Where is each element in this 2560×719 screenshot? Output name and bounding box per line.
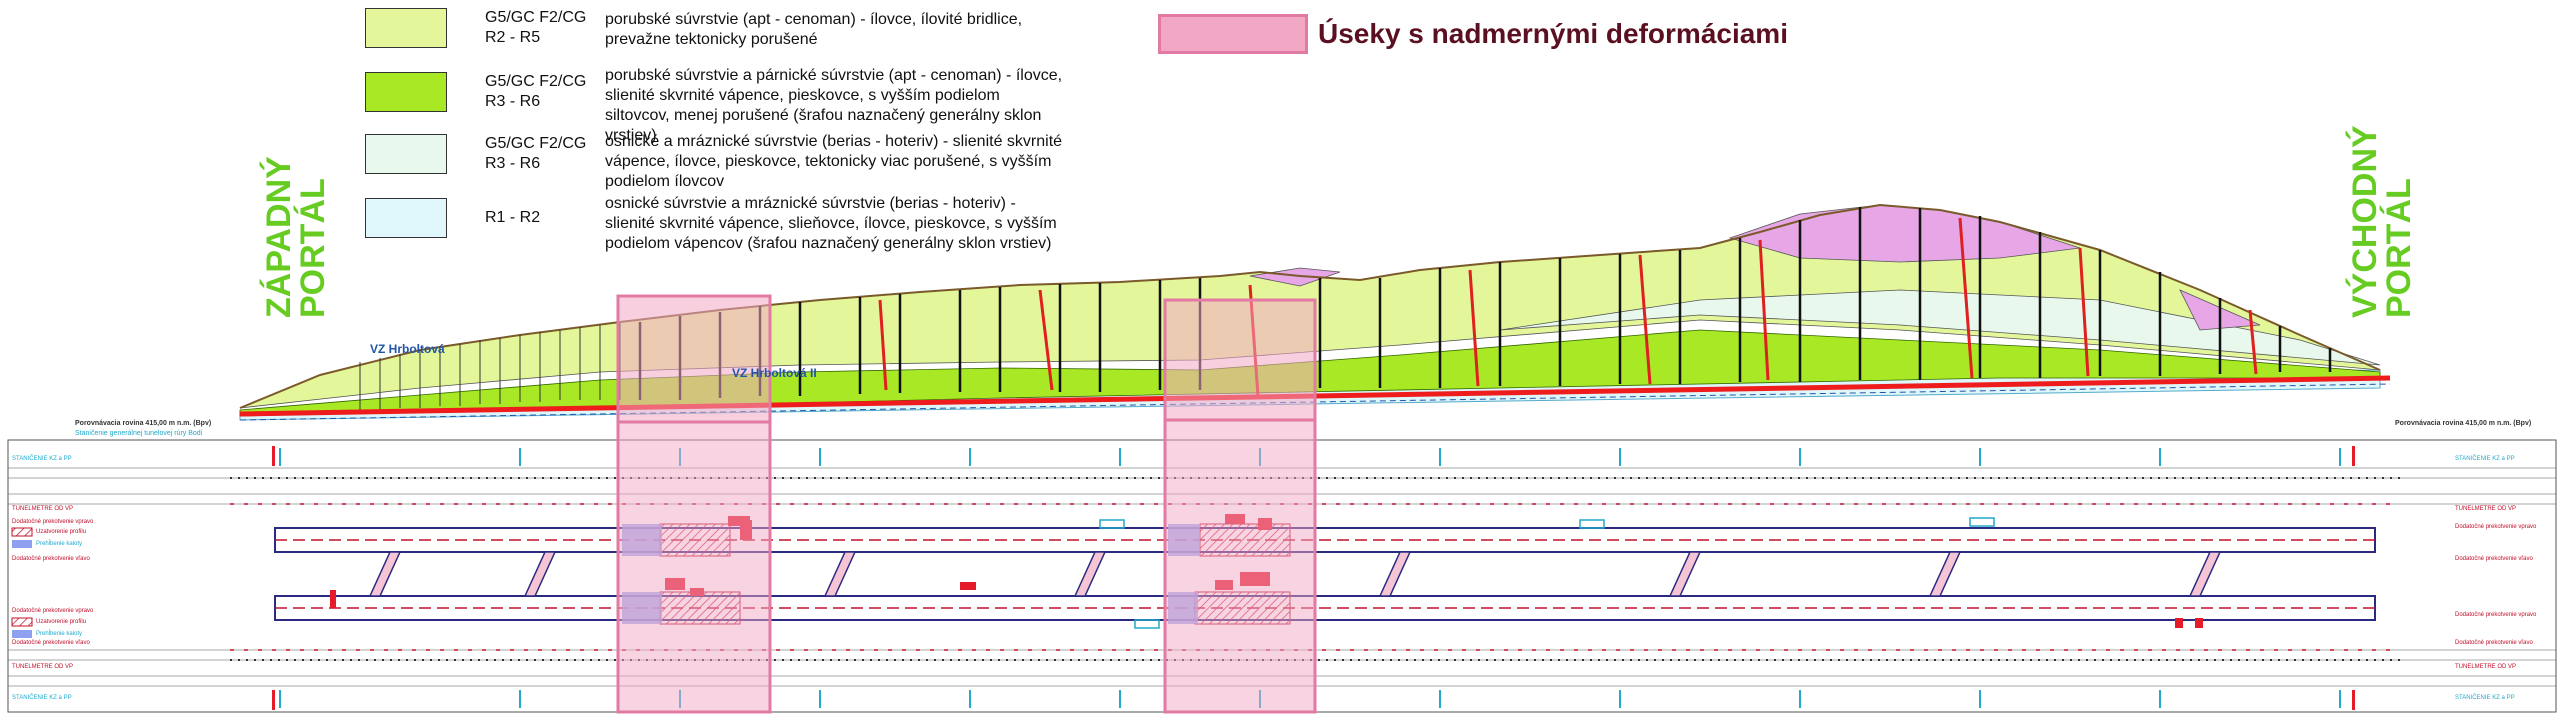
deformation-zone-1-table (616, 420, 772, 714)
band-overexcavation-left-2: Prehĺbenie kaloty (36, 631, 83, 637)
band-extra-left-right: Dodatočné prekotvenie vľavo (2455, 556, 2533, 562)
legend-swatch-2 (365, 72, 447, 112)
stationing-basis-left: Staničenie generálnej tunelovej rúry Bod… (75, 430, 203, 437)
vz-hrboltova-label: VZ Hrboltová (370, 342, 445, 356)
legend-desc-4: osnické súvrstvie a mráznické súvrstvie … (605, 195, 1057, 252)
deformation-zone-1-profile (616, 294, 772, 424)
band-closing-profile-left: Uzatvorenie profilu (36, 529, 87, 535)
legend-code-1: G5/GC F2/CG R2 - R5 (485, 9, 587, 46)
band-extra-left-left: Dodatočné prekotvenie vľavo (12, 556, 90, 562)
legend-desc-2: porubské súvrstvie a párnické súvrstvie … (605, 67, 1063, 144)
legend-code-4: R1 - R2 (485, 209, 541, 226)
deformation-legend-swatch (1158, 14, 1308, 54)
band-stationing-top-right: STANIČENIE KZ a PP (2455, 456, 2515, 462)
band-extra-right-left: Dodatočné prekotvenie vpravo (12, 519, 94, 525)
deformation-zone-2-profile (1163, 298, 1317, 422)
band-tunnel-meters-top-right: TUNELMETRE OD VP (2455, 506, 2517, 512)
east-portal-label: VÝCHODNÝ PORTÁL (2346, 125, 2418, 318)
cross-passages (368, 551, 2222, 597)
reference-plane-left: Porovnávacia rovina 415,00 m n.m. (Bpv) (75, 420, 212, 427)
band-tunnel-meters-top-left: TUNELMETRE OD VP (12, 506, 74, 512)
west-portal-label: ZÁPADNÝ PORTÁL (260, 156, 332, 318)
legend-swatch-3 (365, 134, 447, 174)
band-extra-right-right: Dodatočné prekotvenie vpravo (2455, 524, 2537, 530)
legend-code-2: G5/GC F2/CG R3 - R6 (485, 73, 587, 110)
band-extra-left-right-2: Dodatočné prekotvenie vľavo (2455, 640, 2533, 646)
band-stationing-bottom-left: STANIČENIE KZ a PP (12, 695, 72, 701)
legend-code-3: G5/GC F2/CG R3 - R6 (485, 135, 587, 172)
band-overexcavation-left: Prehĺbenie kaloty (36, 541, 83, 547)
legend-desc-3: osnické a mráznické súvrstvie (berias - … (605, 133, 1063, 190)
deformation-legend-label: Úseky s nadmernými deformáciami (1318, 18, 1788, 49)
deformation-zone-2-table (1163, 418, 1317, 714)
vz-hrboltova-ii-label: VZ Hrboltová II (732, 366, 817, 380)
cyan-boxes (1099, 517, 1995, 629)
reference-plane-right: Porovnávacia rovina 415,00 m n.m. (Bpv) (2395, 420, 2532, 427)
band-stationing-bottom-right: STANIČENIE KZ a PP (2455, 695, 2515, 701)
legend-swatch-4 (365, 198, 447, 238)
band-tunnel-meters-bottom-right: TUNELMETRE OD VP (2455, 664, 2517, 670)
band-tunnel-meters-bottom-left: TUNELMETRE OD VP (12, 664, 74, 670)
band-extra-right-left-2: Dodatočné prekotvenie vpravo (12, 608, 94, 614)
band-stationing-top-left: STANIČENIE KZ a PP (12, 456, 72, 462)
legend-swatch-1 (365, 8, 447, 48)
legend-desc-1: porubské súvrstvie (apt - cenoman) - ílo… (605, 11, 1023, 48)
band-closing-profile-left-2: Uzatvorenie profilu (36, 619, 87, 625)
band-extra-left-left-2: Dodatočné prekotvenie vľavo (12, 640, 90, 646)
band-extra-right-right-2: Dodatočné prekotvenie vpravo (2455, 612, 2537, 618)
